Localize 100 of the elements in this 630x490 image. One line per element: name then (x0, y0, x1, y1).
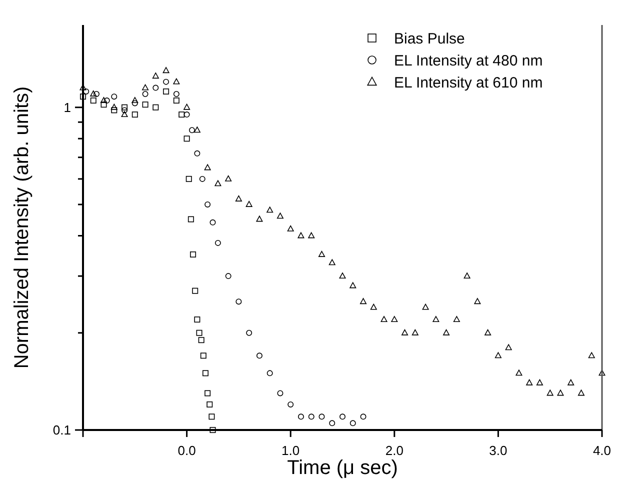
point (184, 112, 190, 118)
point (350, 420, 356, 426)
point (199, 176, 206, 182)
point (536, 379, 543, 386)
point (188, 127, 195, 134)
point (453, 316, 460, 322)
point (122, 104, 128, 110)
x-tick-label: 3.0 (489, 443, 508, 458)
point (288, 401, 294, 408)
point (173, 91, 180, 98)
point (162, 67, 170, 74)
point (298, 232, 304, 238)
point (432, 316, 440, 322)
point (90, 98, 96, 104)
point (360, 298, 367, 304)
point (516, 370, 522, 376)
point (214, 240, 221, 246)
point (204, 390, 211, 396)
point (246, 200, 252, 207)
point (298, 414, 304, 420)
point (277, 390, 284, 396)
point (122, 107, 128, 114)
x-axis-title: Time (μ sec) (287, 457, 398, 479)
point (494, 352, 502, 358)
point (104, 98, 110, 104)
point (204, 164, 211, 170)
legend-label: EL Intensity at 480 nm (394, 52, 543, 70)
point (380, 316, 388, 322)
point (132, 97, 138, 104)
point (474, 298, 481, 304)
point (173, 98, 180, 104)
point (184, 136, 190, 142)
point (588, 352, 595, 358)
point (422, 304, 429, 310)
point (202, 370, 208, 376)
point (578, 390, 584, 396)
point (178, 112, 185, 118)
point (194, 316, 200, 323)
point (100, 102, 107, 108)
point (505, 344, 512, 350)
point (318, 250, 325, 257)
point (246, 330, 252, 336)
point (152, 72, 159, 79)
point (287, 225, 294, 232)
x-tick-label: 0.0 (178, 443, 196, 458)
point (192, 288, 198, 294)
point (200, 352, 206, 359)
point (100, 97, 108, 104)
point (132, 100, 138, 106)
point (412, 329, 418, 336)
point (235, 195, 242, 202)
point (152, 84, 159, 91)
point (339, 272, 346, 279)
point (256, 352, 262, 359)
point (214, 180, 222, 186)
point (152, 104, 159, 110)
x-tick-label: 2.0 (385, 443, 404, 458)
point (194, 150, 200, 156)
point (110, 104, 118, 110)
point (484, 329, 492, 336)
point (236, 298, 242, 305)
point (111, 107, 118, 114)
y-axis-title: Normalized Intensity (arb. units) (11, 86, 33, 369)
point (370, 304, 377, 310)
point (340, 414, 346, 420)
point (194, 126, 200, 133)
point (276, 212, 284, 219)
point (391, 316, 398, 322)
y-tick-label: 1 (64, 100, 71, 115)
point (163, 78, 170, 85)
point (80, 94, 86, 100)
point (266, 370, 273, 376)
point (360, 414, 366, 420)
point (557, 390, 564, 396)
point (93, 91, 100, 98)
point (210, 219, 216, 226)
point (526, 379, 533, 386)
point (132, 112, 138, 118)
point (598, 370, 606, 376)
point (206, 401, 213, 408)
point (266, 206, 274, 213)
point (142, 91, 148, 98)
point (329, 420, 336, 426)
point (225, 273, 232, 280)
point (208, 414, 215, 420)
point (402, 329, 408, 336)
point (464, 272, 470, 279)
point (443, 329, 450, 336)
point (198, 337, 204, 344)
point (225, 175, 232, 182)
point (142, 102, 148, 108)
point (350, 282, 356, 288)
y-tick-label: 0.1 (52, 422, 71, 438)
x-tick-label: 4.0 (592, 443, 612, 458)
point (163, 88, 170, 94)
legend-label: Bias Pulse (394, 30, 465, 48)
point (111, 94, 118, 100)
point (256, 216, 263, 222)
point (188, 216, 194, 222)
point (173, 78, 180, 84)
